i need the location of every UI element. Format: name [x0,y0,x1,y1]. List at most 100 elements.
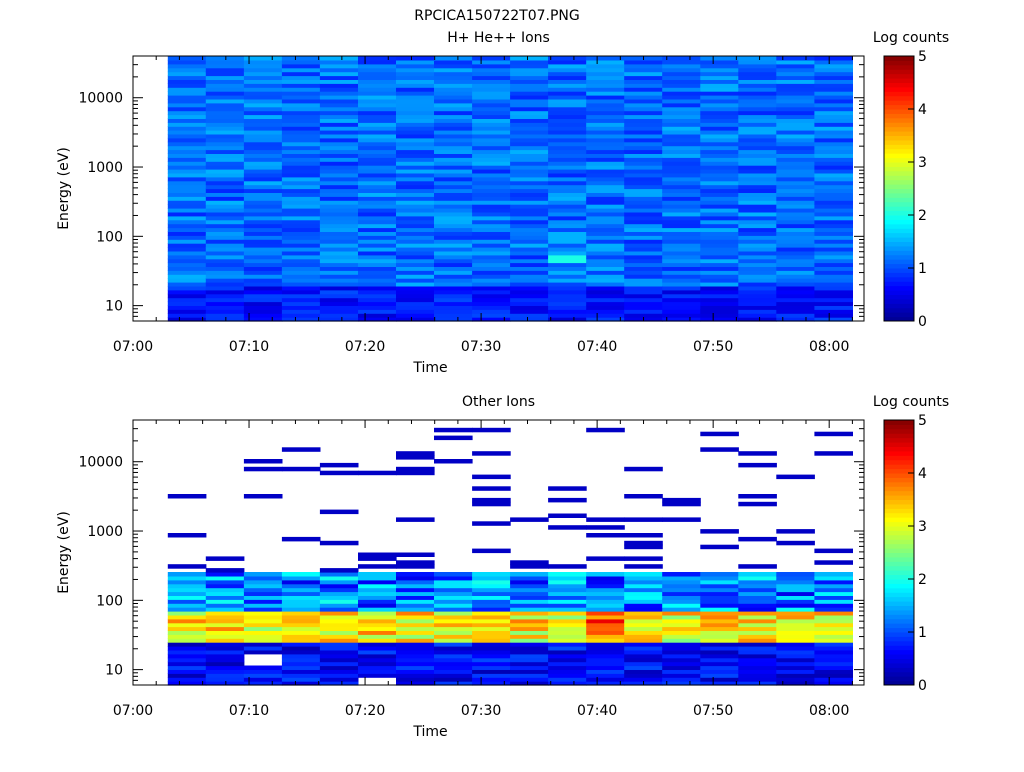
heatmap-cell [281,118,321,123]
heatmap-cell [205,607,245,612]
figure-title: RPCICA150722T07.PNG [414,8,579,24]
heatmap-cell [167,317,207,322]
heatmap-cell [700,250,739,256]
colorbar-swatch [884,290,914,295]
heatmap-cell [548,95,587,100]
heatmap-cell [396,665,435,670]
heatmap-cell [167,289,207,295]
heatmap-cell [319,309,359,314]
heatmap-cell [624,196,663,201]
heatmap-cell [167,102,207,108]
colorbar-swatch [884,144,914,150]
colorbar-swatch [884,294,914,300]
heatmap-cell [434,231,473,236]
colorbar-swatch [884,170,914,176]
heatmap-cell [700,618,739,624]
heatmap-cell [243,282,283,287]
heatmap-cells [167,427,853,686]
heatmap-cell [776,301,815,306]
heatmap-cell [319,595,359,600]
heatmap-cell [510,266,549,271]
heatmap-cell [319,579,359,585]
heatmap-cell [662,591,701,596]
heatmap-cell [281,130,321,135]
heatmap-cell [510,638,549,643]
heatmap-cell [319,204,359,209]
heatmap-cell [281,95,321,100]
heatmap-cell [205,239,245,244]
heatmap-cell [472,486,511,491]
heatmap-cell [586,196,625,201]
heatmap-cell [396,130,435,135]
heatmap-cell [700,87,739,92]
heatmap-cell [396,83,435,88]
heatmap-cell [281,301,321,306]
heatmap-cell [738,133,777,139]
heatmap-cell [662,278,701,283]
colorbar-swatch [884,530,914,536]
heatmap-cell [205,98,245,104]
heatmap-cell [243,98,283,104]
heatmap-cell [586,56,625,61]
heatmap-cell [624,188,663,193]
heatmap-cell [548,208,587,213]
heatmap-cell [738,95,777,100]
heatmap-cell [814,626,853,631]
heatmap-cell [624,556,663,561]
heatmap-cell [548,161,587,166]
heatmap-cell [814,59,853,65]
heatmap-cell [281,583,321,589]
heatmap-cell [624,270,663,275]
colorbar-swatch [884,113,914,119]
heatmap-cell [205,603,245,608]
colorbar-swatch [884,157,914,163]
heatmap-cell [548,227,587,232]
heatmap-cell [662,204,701,209]
heatmap-cell [319,176,359,182]
heatmap-cell [624,208,663,213]
heatmap-cell [167,262,207,267]
heatmap-cell [700,544,739,550]
heatmap-cell [700,208,739,213]
heatmap-cell [243,215,283,221]
heatmap-cell [434,145,473,151]
heatmap-cell [434,599,473,604]
heatmap-cell [243,285,283,291]
heatmap-cell [700,431,739,437]
heatmap-cell [586,285,625,291]
heatmap-cell [472,501,511,507]
heatmap-cell [548,192,587,197]
heatmap-cell [167,572,207,577]
heatmap-cell [700,133,739,139]
heatmap-cell [281,165,321,170]
heatmap-cell [586,208,625,213]
heatmap-cell [738,157,777,162]
heatmap-cell [738,211,777,217]
heatmap-cell [548,587,587,593]
heatmap-cell [434,646,473,651]
heatmap-cell [700,231,739,236]
heatmap-cell [548,247,587,252]
heatmap-cell [776,95,815,100]
heatmap-cell [319,607,359,612]
heatmap-cell [396,169,435,174]
heatmap-cell [738,579,777,585]
heatmap-cell [662,250,701,256]
heatmap-cell [814,157,853,162]
heatmap-cell [205,196,245,201]
x-tick-label: 08:00 [809,339,849,355]
heatmap-cell [510,626,549,631]
heatmap-cell [358,130,397,135]
heatmap-cell [510,649,549,655]
heatmap-cell [510,227,549,232]
heatmap-cell [319,293,359,299]
heatmap-cell [738,591,777,596]
heatmap-cell [281,247,321,252]
heatmap-cell [396,56,435,61]
heatmap-cell [662,665,701,670]
heatmap-cell [738,208,777,213]
heatmap-cell [396,587,435,593]
heatmap-cell [472,161,511,166]
heatmap-cell [814,649,853,655]
heatmap-cell [510,110,549,116]
